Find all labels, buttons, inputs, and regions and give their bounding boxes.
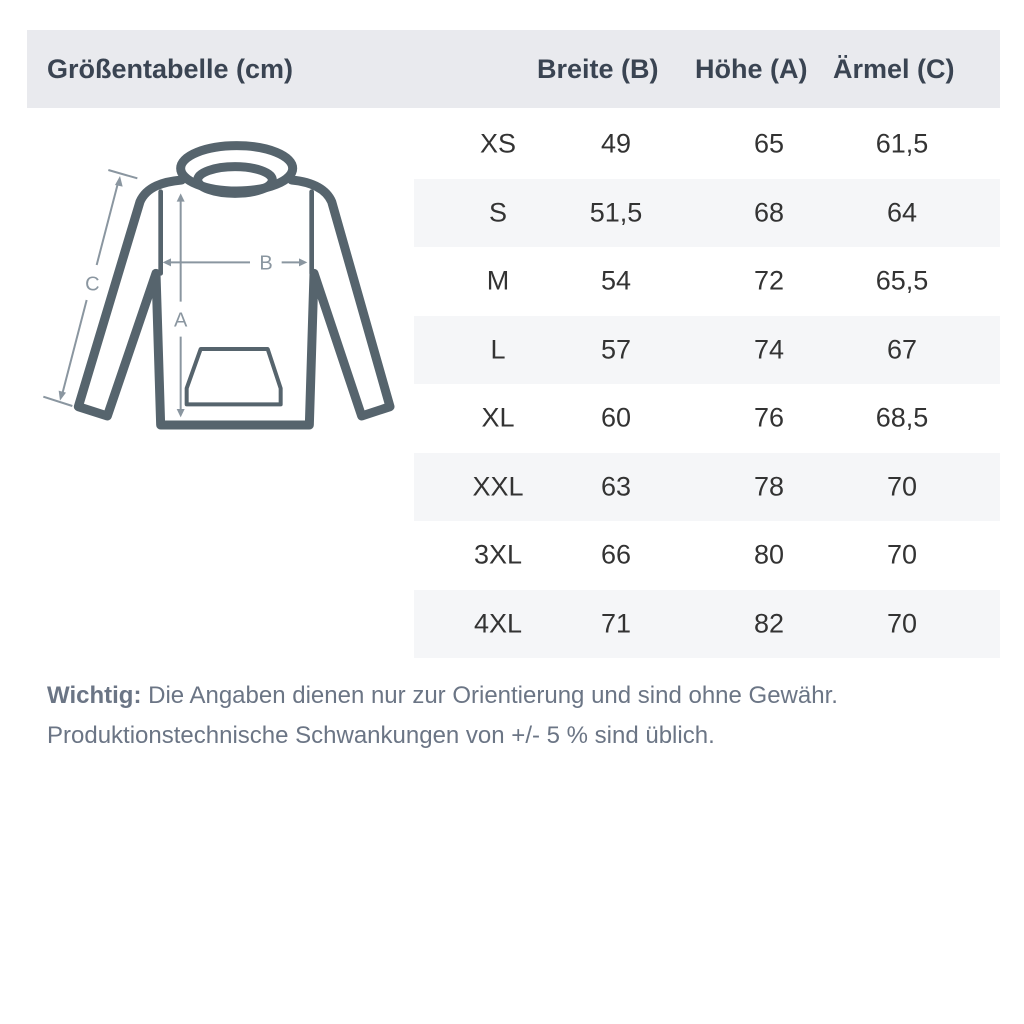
table-row: S 51,5 68 64 xyxy=(414,178,1000,247)
table-header: Größentabelle (cm) Breite (B) Höhe (A) Ä… xyxy=(27,30,1000,108)
height-cell: 65 xyxy=(753,128,785,159)
note-line-1: Die Angaben dienen nur zur Orientierung … xyxy=(141,682,838,709)
width-cell: 49 xyxy=(600,128,632,159)
pocket xyxy=(184,347,283,407)
height-cell: 72 xyxy=(753,265,785,296)
column-header-width: Breite (B) xyxy=(537,54,659,84)
sleeve-cell: 67 xyxy=(886,334,918,365)
width-cell: 51,5 xyxy=(589,197,643,228)
size-cell: XXL xyxy=(472,471,524,502)
sleeve-cell: 70 xyxy=(886,471,918,502)
page-title: Größentabelle (cm) xyxy=(47,54,294,84)
table-row: 3XL 66 80 70 xyxy=(414,521,1000,590)
size-cell: S xyxy=(488,197,508,228)
hood-inner xyxy=(193,162,277,198)
width-cell: 60 xyxy=(600,402,632,433)
width-cell: 71 xyxy=(600,608,632,639)
sleeve-cell: 65,5 xyxy=(875,265,929,296)
width-cell: 63 xyxy=(600,471,632,502)
width-cell: 57 xyxy=(600,334,632,365)
height-cell: 76 xyxy=(753,402,785,433)
width-cell: 66 xyxy=(600,539,632,570)
height-cell: 68 xyxy=(753,197,785,228)
hoodie-diagram: A B C xyxy=(43,141,395,430)
sleeve-cell: 70 xyxy=(886,539,918,570)
table-row: XL 60 76 68,5 xyxy=(414,384,1000,453)
sleeve-cell: 61,5 xyxy=(875,128,929,159)
size-cell: 4XL xyxy=(473,608,523,639)
note-line-2: Produktionstechnische Schwankungen von +… xyxy=(47,722,715,749)
label-c: C xyxy=(85,274,99,296)
size-cell: L xyxy=(490,334,506,365)
size-cell: XL xyxy=(481,402,515,433)
label-b: B xyxy=(259,252,272,274)
table-row: 4XL 71 82 70 xyxy=(414,589,1000,658)
note-label: Wichtig: xyxy=(47,682,142,709)
table-row: L 57 74 67 xyxy=(414,315,1000,384)
size-table: XS 49 65 61,5 S 51,5 68 64 M 54 72 65,5 L 57 74 67 XL 60 7… xyxy=(414,110,1000,658)
size-cell: 3XL xyxy=(473,539,523,570)
table-row: XS 49 65 61,5 xyxy=(414,110,1000,179)
sleeve-cell: 70 xyxy=(886,608,918,639)
table-row: M 54 72 65,5 xyxy=(414,247,1000,316)
height-cell: 74 xyxy=(753,334,785,365)
disclaimer-note: Wichtig: Die Angaben dienen nur zur Orie… xyxy=(47,676,838,756)
height-cell: 80 xyxy=(753,539,785,570)
column-header-sleeve: Ärmel (C) xyxy=(833,54,955,84)
table-row: XXL 63 78 70 xyxy=(414,452,1000,521)
sleeve-cell: 68,5 xyxy=(875,402,929,433)
hoodie-body xyxy=(73,175,395,430)
size-cell: M xyxy=(486,265,510,296)
height-cell: 78 xyxy=(753,471,785,502)
label-a: A xyxy=(174,310,188,332)
size-cell: XS xyxy=(479,128,517,159)
sleeve-cell: 64 xyxy=(886,197,918,228)
width-cell: 54 xyxy=(600,265,632,296)
column-header-height: Höhe (A) xyxy=(695,54,808,84)
height-cell: 82 xyxy=(753,608,785,639)
